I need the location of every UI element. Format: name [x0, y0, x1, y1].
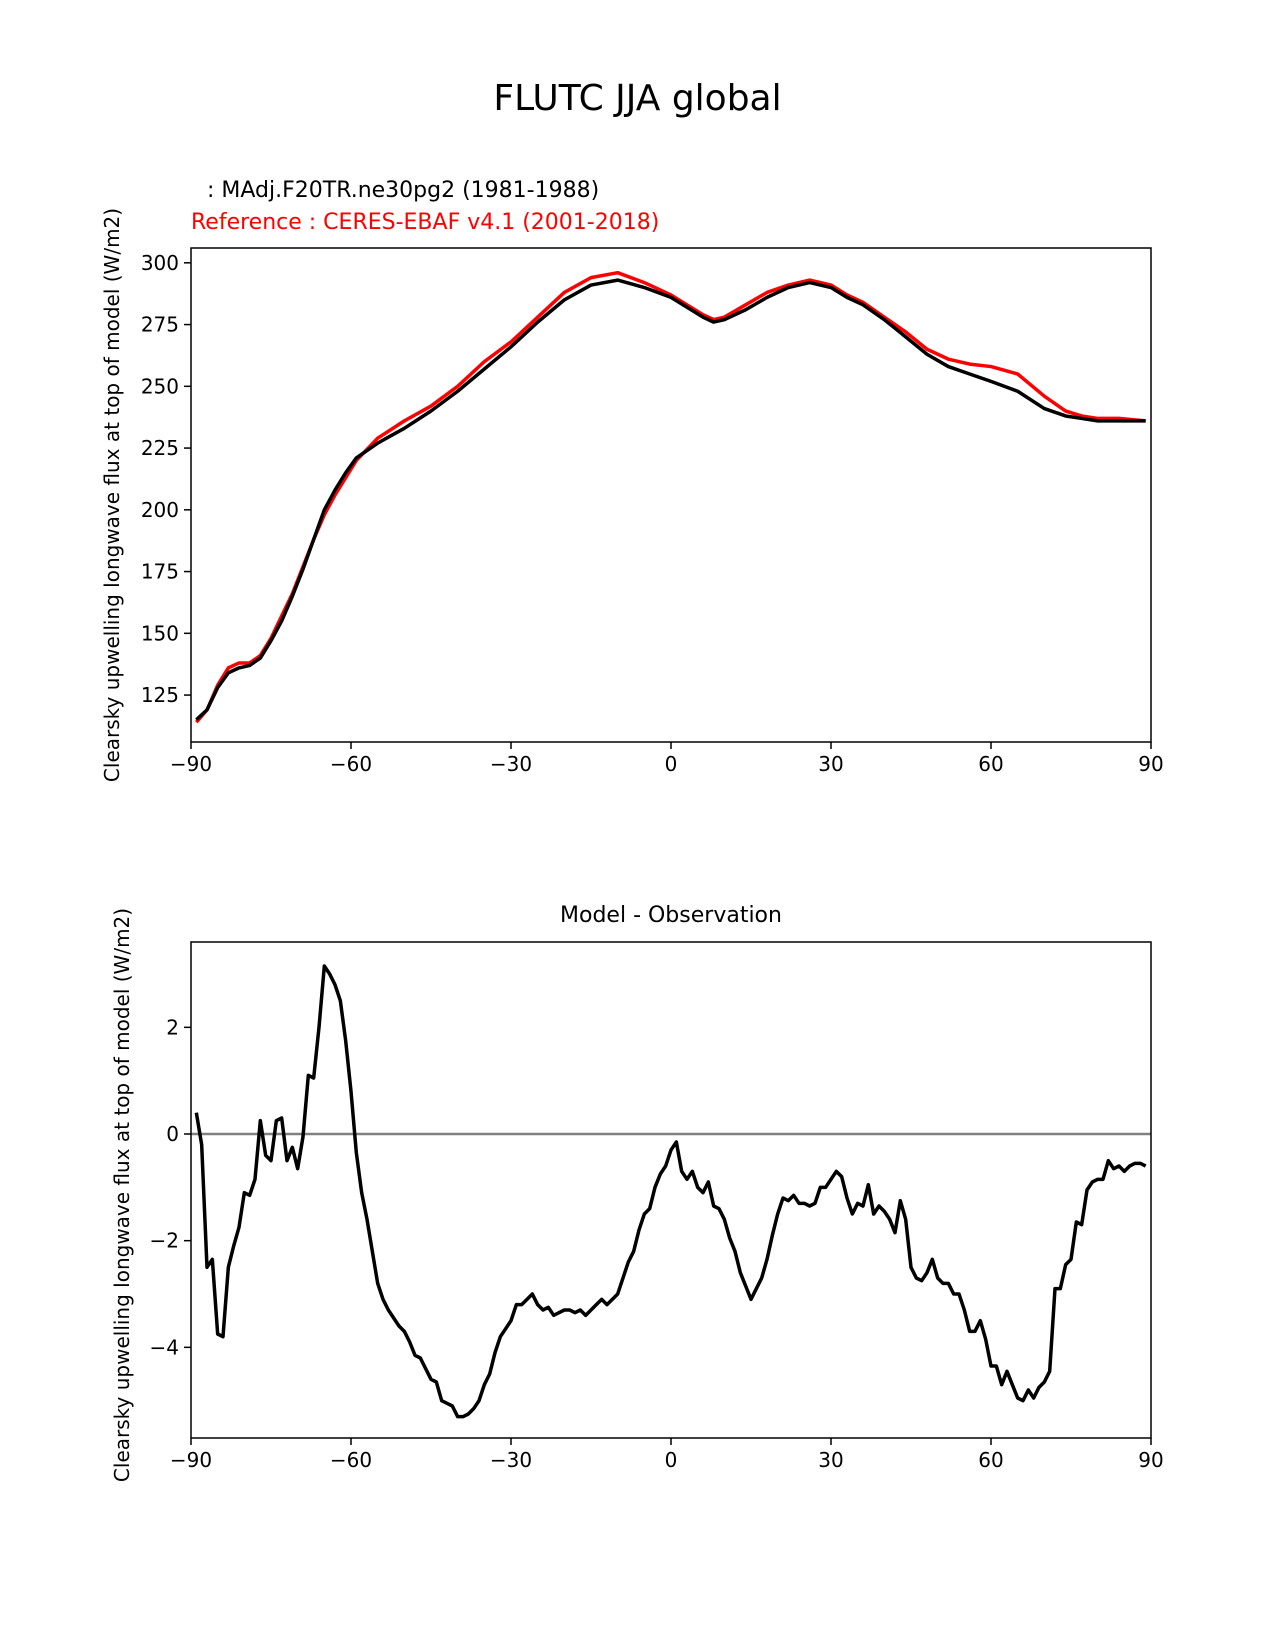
top-x-tick-label: −90	[170, 752, 212, 776]
bottom-series-model-observation	[194, 964, 1147, 1419]
top-y-tick-label: 300	[141, 251, 179, 275]
top-y-tick-label: 275	[141, 313, 179, 337]
top-plot-area: −90 −60 −30 0 30 60 90 125 150 175 200 225 250 275 300	[141, 247, 1164, 776]
bottom-x-tick-label: 0	[665, 1448, 678, 1472]
top-x-tick-label: 0	[665, 752, 678, 776]
bottom-plot-area: −90 −60 −30 0 30 60 90 −4 −2 0 2	[150, 941, 1164, 1472]
bottom-y-tick-label: 0	[166, 1122, 179, 1146]
top-x-tick-label: 60	[978, 752, 1003, 776]
bottom-panel: Model - Observation Clearsky upwelling l…	[110, 903, 1164, 1482]
bottom-x-tick-label: 90	[1138, 1448, 1163, 1472]
bottom-y-tick-label: −2	[150, 1229, 179, 1253]
bottom-x-tick-label: 30	[818, 1448, 843, 1472]
top-y-tick-label: 225	[141, 436, 179, 460]
top-y-tick-label: 250	[141, 374, 179, 398]
bottom-axes-frame	[190, 941, 1152, 1439]
top-x-tick-label: −60	[330, 752, 372, 776]
top-y-axis-label: Clearsky upwelling longwave flux at top …	[100, 208, 124, 782]
top-x-tick-label: 30	[818, 752, 843, 776]
figure-title: FLUTC JJA global	[493, 78, 781, 119]
reference-label: Reference : CERES-EBAF v4.1 (2001-2018)	[191, 210, 659, 235]
top-series-model	[195, 278, 1146, 722]
top-y-tick-label: 200	[141, 498, 179, 522]
top-y-tick-label: 125	[141, 683, 179, 707]
bottom-y-tick-label: 2	[166, 1015, 179, 1039]
bottom-x-tick-label: −60	[330, 1448, 372, 1472]
top-y-tick-label: 150	[141, 621, 179, 645]
top-x-tick-label: −30	[490, 752, 532, 776]
bottom-y-axis-label: Clearsky upwelling longwave flux at top …	[110, 908, 134, 1482]
bottom-x-tick-label: −90	[170, 1448, 212, 1472]
top-y-tick-label: 175	[141, 560, 179, 584]
top-panel: : MAdj.F20TR.ne30pg2 (1981-1988) Referen…	[100, 178, 1164, 782]
bottom-y-tick-label: −4	[150, 1335, 179, 1359]
test-label: : MAdj.F20TR.ne30pg2 (1981-1988)	[200, 178, 599, 203]
top-series-reference	[195, 270, 1146, 724]
top-x-tick-label: 90	[1138, 752, 1163, 776]
bottom-x-tick-label: −30	[490, 1448, 532, 1472]
bottom-panel-title: Model - Observation	[560, 903, 782, 928]
bottom-x-tick-label: 60	[978, 1448, 1003, 1472]
